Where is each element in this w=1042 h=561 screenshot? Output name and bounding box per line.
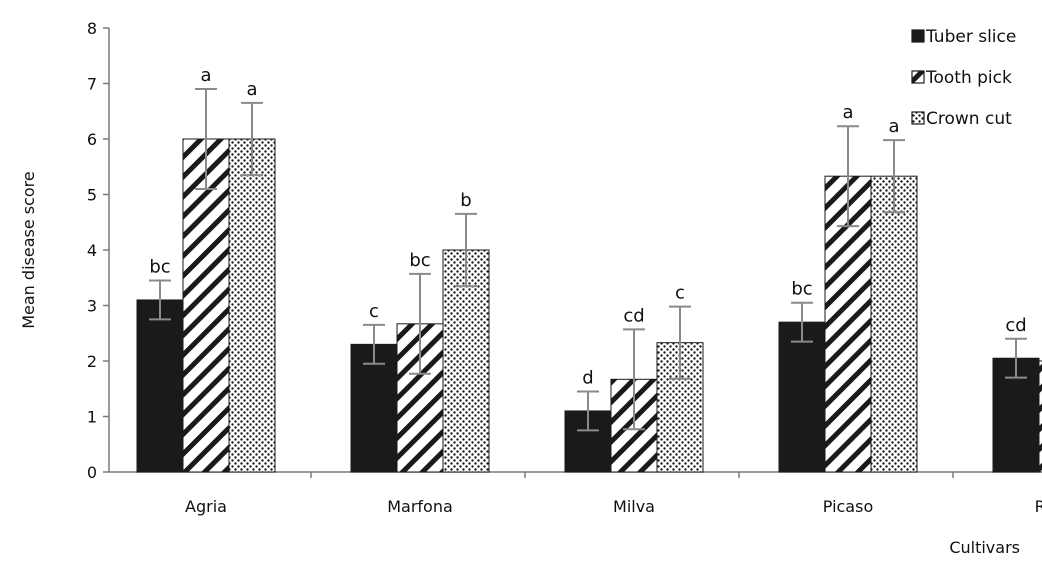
- significance-label: bc: [791, 279, 812, 300]
- significance-label: a: [246, 79, 257, 100]
- bar: [1038, 360, 1042, 473]
- significance-label: cd: [623, 305, 644, 326]
- bar: [136, 299, 184, 473]
- y-tick-label: 7: [87, 75, 97, 94]
- significance-label: bc: [409, 250, 430, 271]
- significance-label: b: [460, 190, 471, 211]
- bar: [228, 138, 276, 473]
- x-tick-label: Ramus: [1035, 497, 1042, 516]
- y-tick-label: 3: [87, 297, 97, 316]
- y-tick-label: 8: [87, 19, 97, 38]
- y-tick-label: 0: [87, 463, 97, 482]
- significance-label: a: [200, 65, 211, 86]
- legend-entry: Crown cut: [926, 109, 1012, 129]
- y-tick-label: 2: [87, 352, 97, 371]
- y-tick-label: 4: [87, 241, 97, 260]
- x-axis-label: Cultivars: [949, 538, 1020, 557]
- x-tick-label: Picaso: [823, 497, 873, 516]
- legend: Tuber slice Tooth pick Crown cut: [911, 27, 1016, 129]
- legend-entry: Tuber slice: [925, 27, 1016, 47]
- bar: [778, 321, 826, 473]
- significance-label: c: [675, 283, 685, 304]
- x-tick-label: Marfona: [387, 497, 453, 516]
- y-tick-label: 1: [87, 408, 97, 427]
- significance-label: d: [582, 368, 593, 389]
- y-axis-label: Mean disease score: [19, 171, 38, 329]
- legend-swatch: [911, 29, 925, 43]
- significance-label: a: [888, 116, 899, 137]
- plot-area: 012345678AgriaMarfonaMilvaPicasoRamusbcc…: [87, 19, 1042, 516]
- bar: [870, 175, 918, 473]
- significance-label: a: [842, 102, 853, 123]
- legend-entry: Tooth pick: [925, 68, 1012, 88]
- legend-swatch: [911, 70, 925, 84]
- significance-label: cd: [1005, 315, 1026, 336]
- x-tick-label: Milva: [613, 497, 655, 516]
- significance-label: c: [369, 301, 379, 322]
- y-tick-label: 6: [87, 130, 97, 149]
- y-tick-label: 5: [87, 186, 97, 205]
- legend-swatch: [911, 111, 925, 125]
- x-tick-label: Agria: [185, 497, 227, 516]
- significance-label: bc: [149, 257, 170, 278]
